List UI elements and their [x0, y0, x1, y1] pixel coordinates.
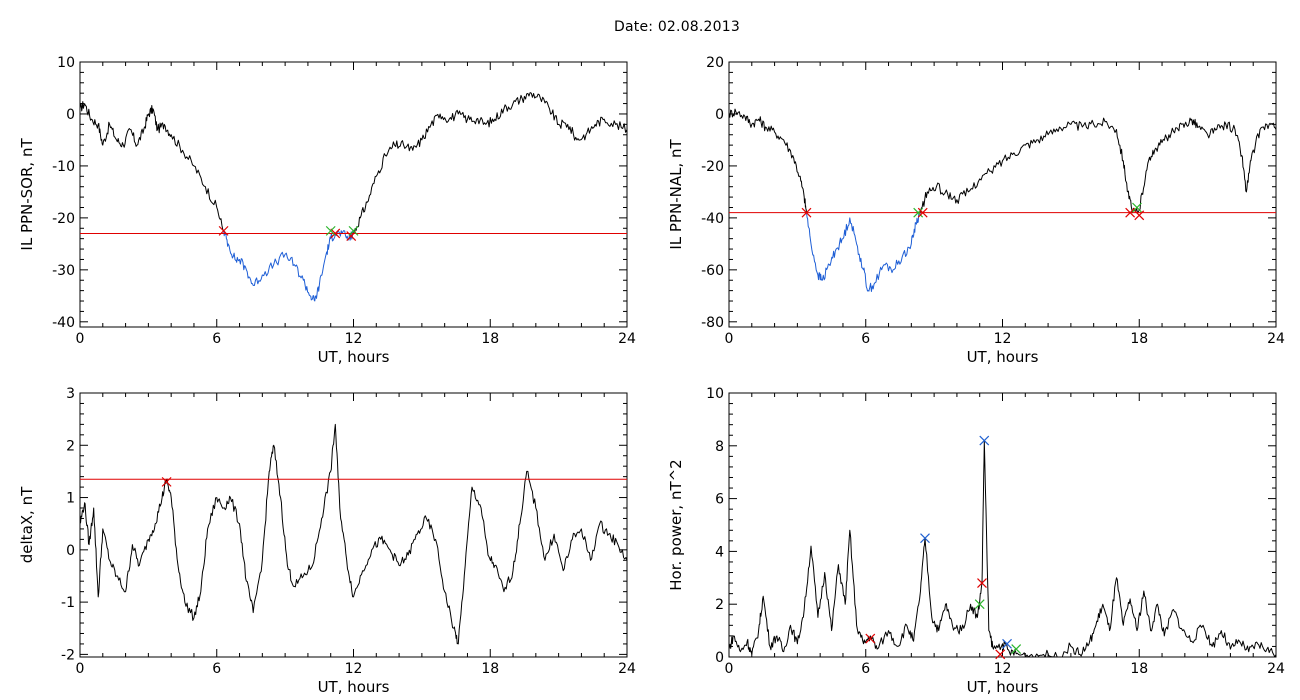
marker-red	[1134, 210, 1145, 221]
x-tick-label: 18	[481, 661, 499, 677]
y-tick-label: 2	[66, 438, 75, 454]
x-tick-label: 0	[725, 661, 734, 677]
y-tick-label: -40	[52, 315, 75, 331]
panel-deltax: 0 6 12 18 24 3 2 1 0 -1 -2 UT, hours deltaX, nT	[18, 386, 636, 696]
x-axis-label: UT, hours	[318, 678, 390, 696]
marker-red	[161, 476, 172, 487]
series-line	[79, 423, 628, 645]
y-tick-label: 8	[715, 439, 724, 455]
x-tick-label: 12	[345, 331, 363, 347]
marker-blue	[920, 533, 930, 544]
x-tick-label: 18	[1130, 331, 1148, 347]
marker-red	[218, 225, 229, 236]
y-tick-label: 0	[715, 107, 724, 123]
marker-red	[801, 207, 812, 218]
y-tick-label: 3	[66, 386, 75, 402]
x-tick-label: 24	[618, 661, 636, 677]
y-tick-label: 20	[706, 55, 724, 71]
x-tick-label: 6	[212, 331, 221, 347]
series-line	[728, 440, 1277, 658]
plot-frame	[728, 392, 1277, 658]
page-title: Date: 02.08.2013	[614, 19, 740, 35]
x-tick-label: 24	[1267, 331, 1285, 347]
y-tick-label: -80	[701, 315, 724, 331]
y-tick-label: -20	[701, 159, 724, 175]
y-axis-label: IL PPN-NAL, nT	[667, 139, 685, 250]
y-tick-label: 0	[715, 650, 724, 666]
series-line-substorm	[806, 212, 921, 292]
marker-green	[913, 207, 924, 218]
marker-red	[977, 578, 987, 589]
series-line	[353, 92, 628, 234]
x-tick-label: 18	[481, 331, 499, 347]
x-tick-label: 0	[76, 661, 85, 677]
marker-green	[974, 599, 985, 610]
x-tick-label: 18	[1130, 661, 1148, 677]
plot-frame	[79, 392, 628, 658]
y-tick-label: 0	[66, 107, 75, 123]
panel-il-ppn-sor: 0 6 12 18 24 10 0 -10 -20 -30 -40 UT, hours IL PPN-S…	[18, 55, 636, 366]
x-tick-label: 0	[76, 331, 85, 347]
marker-green	[325, 225, 336, 236]
x-tick-label: 6	[861, 331, 870, 347]
x-axis-label: UT, hours	[318, 348, 390, 366]
y-axis-label: deltaX, nT	[18, 486, 36, 563]
panel-hor-power: 0 6 12 18 24 10 8 6 4 2 0 UT, hours Hor. power, nT^2	[667, 386, 1285, 696]
marker-red	[865, 633, 876, 644]
y-tick-label: 10	[57, 55, 75, 71]
x-tick-label: 12	[345, 661, 363, 677]
marker-green	[1011, 644, 1022, 655]
y-axis-label: Hor. power, nT^2	[667, 459, 685, 590]
plot-frame	[728, 61, 1277, 328]
y-tick-label: 10	[706, 386, 724, 402]
marker-red	[330, 228, 341, 239]
series-line-substorm	[223, 229, 354, 302]
x-tick-label: 12	[994, 661, 1012, 677]
y-tick-label: -20	[52, 211, 75, 227]
y-tick-label: -10	[52, 159, 75, 175]
marker-red	[346, 231, 357, 241]
x-axis-label: UT, hours	[967, 678, 1039, 696]
marker-red	[1125, 207, 1136, 218]
panel-il-ppn-nal: 0 6 12 18 24 20 0 -20 -40 -60 -80 UT, hours IL PPN-N…	[667, 55, 1285, 366]
marker-red	[995, 649, 1006, 660]
y-tick-label: -30	[52, 263, 75, 279]
marker-red	[917, 207, 928, 218]
marker-blue	[979, 435, 990, 446]
y-tick-label: 0	[66, 543, 75, 559]
y-tick-label: -60	[701, 263, 724, 279]
y-tick-label: 2	[715, 597, 724, 613]
x-tick-label: 0	[725, 331, 734, 347]
series-line	[920, 117, 1277, 214]
series-line	[728, 108, 807, 213]
x-axis-label: UT, hours	[967, 348, 1039, 366]
x-tick-label: 6	[861, 661, 870, 677]
x-tick-label: 12	[994, 331, 1012, 347]
y-tick-label: 6	[715, 492, 724, 508]
marker-blue	[1002, 638, 1012, 649]
series-line	[79, 101, 225, 232]
y-axis-label: IL PPN-SOR, nT	[18, 138, 36, 251]
y-tick-label: 4	[715, 544, 724, 560]
y-tick-label: 1	[66, 491, 75, 507]
y-tick-label: -2	[61, 647, 75, 663]
x-tick-label: 24	[618, 331, 636, 347]
x-tick-label: 24	[1267, 661, 1285, 677]
y-tick-label: -1	[61, 595, 75, 611]
y-tick-label: -40	[701, 211, 724, 227]
marker-green	[1132, 202, 1142, 213]
marker-green	[348, 225, 359, 236]
x-tick-label: 6	[212, 661, 221, 677]
